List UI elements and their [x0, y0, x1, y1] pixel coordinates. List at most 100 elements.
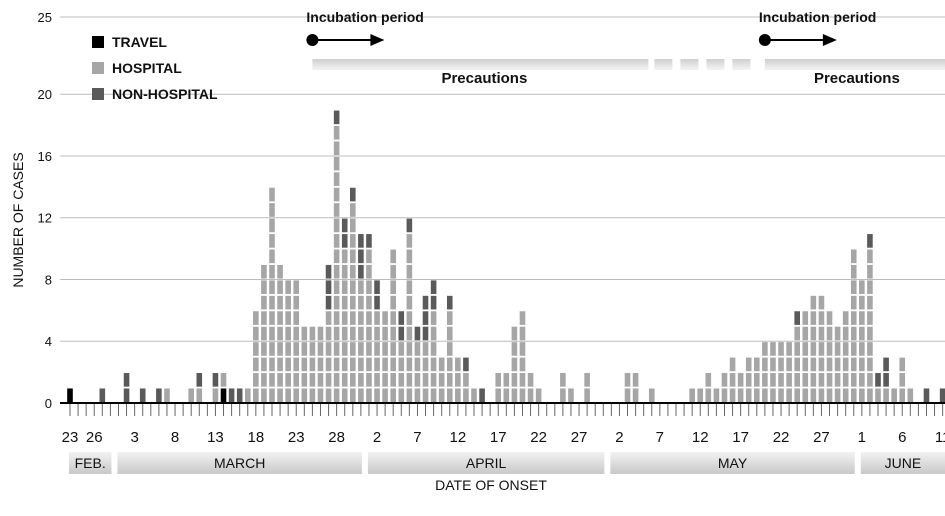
legend-label: HOSPITAL [112, 60, 182, 76]
bar-cell-hospital [810, 373, 817, 387]
bar-cell-hospital [293, 280, 300, 295]
bar-cell-hospital [253, 342, 259, 356]
month-label: MARCH [214, 455, 265, 471]
legend-swatch-travel [92, 36, 104, 48]
month-band [367, 452, 605, 474]
bar-cell-hospital [333, 203, 340, 217]
bar-cell-hospital [350, 326, 356, 341]
y-axis-ticks: 0 4 8 12 16 20 25 [38, 10, 52, 411]
bar-cell-hospital [584, 373, 590, 387]
bar-cell-hospital [293, 326, 300, 341]
bar-cell-hospital [826, 311, 833, 325]
bar-cell-non-hospital [875, 373, 881, 387]
bar-cell-hospital [770, 388, 776, 403]
bar-cell-hospital [293, 373, 300, 387]
bar-cell-hospital [754, 373, 760, 387]
bar-cell-hospital [850, 295, 857, 310]
bar-cell-hospital [430, 311, 437, 325]
bar-cell-non-hospital [358, 249, 364, 264]
bar-cell-hospital [907, 388, 914, 403]
bar-cell-hospital [867, 264, 873, 279]
x-tick-label: 8 [171, 429, 179, 446]
bar-cell-non-hospital [883, 357, 889, 372]
bar-cell-hospital [366, 264, 372, 279]
bar-cell-hospital [333, 311, 340, 325]
gridlines [60, 16, 945, 342]
bar-cell-hospital [721, 388, 728, 403]
x-tick-label: 7 [413, 429, 421, 446]
bar-cell-non-hospital [406, 218, 413, 233]
bar-cell-hospital [794, 326, 800, 341]
bar-cell-hospital [366, 326, 372, 341]
bar-cell-hospital [390, 326, 396, 341]
bar-cell-non-hospital [446, 295, 453, 310]
x-axis-label: DATE OF ONSET [435, 477, 547, 493]
bar-cell-non-hospital [479, 388, 485, 403]
bar-cell-hospital [333, 326, 340, 341]
bar-cell-hospital [778, 373, 784, 387]
bar-cell-hospital [632, 388, 639, 403]
bar-cell-hospital [212, 388, 219, 403]
bar-cell-hospital [269, 295, 275, 310]
bar-cell-non-hospital [430, 280, 437, 295]
bar-cell-hospital [341, 373, 348, 387]
bar-cell-hospital [850, 342, 857, 356]
bar-cell-hospital [495, 388, 502, 403]
bar-cell-hospital [333, 264, 340, 279]
bar-cell-hospital [253, 326, 259, 341]
bar-cell-hospital [333, 295, 340, 310]
precautions-label: Precautions [441, 70, 527, 87]
bar-cell-hospital [325, 373, 332, 387]
bar-cell-hospital [867, 280, 873, 295]
bar-cell-hospital [333, 218, 340, 233]
bar-cell-hospital [899, 373, 906, 387]
x-minor-ticks [69, 404, 944, 416]
bar-cell-hospital [317, 342, 324, 356]
y-tick-label: 12 [38, 211, 52, 226]
bar-cell-hospital [810, 342, 817, 356]
bar-cell-hospital [301, 388, 308, 403]
bar-cell-hospital [333, 141, 340, 156]
bar-cell-hospital [818, 311, 825, 325]
bar-cell-non-hospital [350, 187, 356, 202]
bar-cell-hospital [826, 326, 833, 341]
bar-cell-hospital [802, 388, 809, 403]
bar-cell-hospital [802, 311, 809, 325]
bar-cell-hospital [834, 388, 841, 403]
bar-cell-hospital [374, 357, 380, 372]
bar-cell-hospital [285, 388, 291, 403]
x-tick-label: 12 [449, 429, 466, 446]
bar-cell-hospital [253, 373, 259, 387]
bar-cell-hospital [293, 342, 300, 356]
bar-cell-hospital [511, 326, 518, 341]
bar-cell-hospital [277, 373, 283, 387]
bar-cell-hospital [341, 388, 348, 403]
x-axis-ticks: 23263813182328271217222727121722271611 [62, 429, 945, 446]
bar-cell-hospital [277, 342, 283, 356]
bar-cell-hospital [414, 388, 421, 403]
bar-cell-hospital [754, 357, 760, 372]
bar-cell-hospital [285, 342, 291, 356]
bar-cell-hospital [737, 388, 744, 403]
bar-cell-hospital [406, 357, 413, 372]
bar-cell-hospital [850, 249, 857, 264]
bar-cell-hospital [810, 357, 817, 372]
bar-cell-non-hospital [156, 388, 162, 403]
bar-cell-hospital [277, 388, 283, 403]
bar-cell-hospital [269, 326, 275, 341]
bar-cell-hospital [406, 311, 413, 325]
month-band [610, 452, 855, 474]
bar-cell-hospital [341, 357, 348, 372]
bar-cell-hospital [802, 373, 809, 387]
bar-cell-hospital [511, 388, 518, 403]
bar-cell-hospital [834, 357, 841, 372]
bar-cell-non-hospital [123, 388, 130, 403]
bar-cell-hospital [398, 373, 405, 387]
bar-cell-hospital [826, 388, 833, 403]
bar-cell-hospital [867, 342, 873, 356]
bar-cell-hospital [406, 264, 413, 279]
bar-cell-travel [220, 388, 227, 403]
bar-cell-hospital [810, 295, 817, 310]
bar-cell-hospital [519, 311, 526, 325]
bar-cell-hospital [754, 388, 760, 403]
